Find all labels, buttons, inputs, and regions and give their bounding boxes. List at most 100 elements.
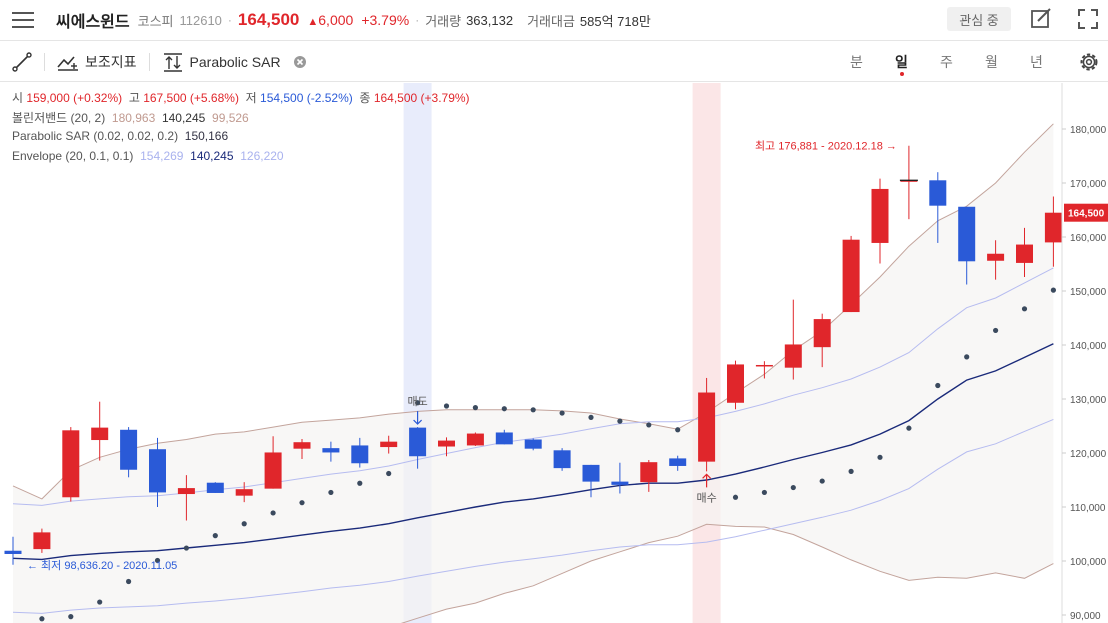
candle-body — [62, 430, 80, 498]
candle-body — [755, 364, 773, 367]
sar-point — [183, 545, 189, 551]
period-tab-week[interactable]: 주 — [940, 54, 953, 70]
bollinger-lower: 99,526 — [212, 111, 249, 125]
high-label: 고 — [128, 91, 140, 105]
candle[interactable] — [784, 299, 802, 380]
candle[interactable] — [1016, 227, 1033, 277]
candle[interactable] — [987, 240, 1005, 280]
candle[interactable] — [466, 432, 484, 446]
sar-point — [415, 400, 421, 406]
close-label: 종 — [359, 91, 371, 105]
ohlc-legend: 시 159,000 (+0.32%) 고 167,500 (+5.68%) 저 … — [12, 89, 470, 106]
candle-body — [149, 449, 166, 493]
candle-body — [235, 489, 253, 496]
candle[interactable] — [206, 482, 224, 493]
open-value: 159,000 (+0.32%) — [26, 91, 123, 105]
y-tick-label: 180,000 — [1070, 125, 1107, 136]
up-triangle-icon: ▲ — [307, 16, 319, 28]
candle[interactable] — [755, 361, 773, 379]
edit-icon[interactable] — [1030, 8, 1052, 30]
candle[interactable] — [669, 455, 687, 471]
candle[interactable] — [727, 360, 744, 410]
period-tab-year[interactable]: 년 — [1030, 54, 1043, 70]
candle-body — [409, 427, 427, 457]
sar-point — [993, 327, 999, 334]
candle[interactable] — [958, 206, 976, 285]
bollinger-name: 볼린저밴드 (20, 2) — [12, 111, 106, 125]
candle[interactable] — [380, 435, 398, 454]
settings-icon[interactable] — [1078, 51, 1100, 73]
chart-toolbar: 보조지표 Parabolic SAR — [0, 42, 1108, 82]
sar-label: Parabolic SAR — [189, 53, 281, 70]
envelope-lower: 126,220 — [240, 149, 284, 163]
candle[interactable] — [495, 429, 513, 445]
candle[interactable] — [900, 145, 918, 220]
candle[interactable] — [698, 377, 716, 472]
candle[interactable] — [235, 482, 253, 503]
candle-body — [264, 452, 282, 489]
period-tab-month[interactable]: 월 — [985, 54, 998, 70]
candle-body — [466, 433, 484, 446]
indicator-label: 보조지표 — [85, 53, 137, 70]
draw-line-icon[interactable] — [12, 51, 32, 72]
candle-body — [1044, 212, 1062, 243]
candle[interactable] — [409, 427, 427, 469]
candle[interactable] — [4, 536, 22, 565]
candle-body — [293, 442, 311, 449]
candle[interactable] — [264, 436, 282, 489]
separator-dot: · — [415, 13, 420, 27]
sar-point — [472, 405, 478, 411]
candle[interactable] — [871, 178, 889, 264]
candle-body — [322, 448, 340, 453]
period-tab-day[interactable]: 일 — [895, 54, 908, 70]
candle[interactable] — [1044, 196, 1062, 267]
candle[interactable] — [62, 427, 80, 502]
candle[interactable] — [553, 448, 571, 471]
remove-icon[interactable] — [293, 55, 307, 69]
period-tab-minute[interactable]: 분 — [850, 54, 863, 70]
candle[interactable] — [842, 235, 860, 313]
candle-body — [177, 488, 195, 495]
toolbar-divider — [148, 52, 150, 71]
candle[interactable] — [640, 460, 658, 492]
candle-body — [553, 450, 571, 469]
sar-legend: Parabolic SAR (0.02, 0.02, 0.2) 150,166 — [12, 129, 228, 143]
candle-body — [784, 344, 802, 368]
candle[interactable] — [813, 313, 831, 368]
buy-arrow-icon — [702, 473, 712, 488]
candle-body — [871, 188, 889, 243]
sar-point — [588, 414, 594, 420]
sar-point — [675, 427, 681, 433]
indicator-button[interactable]: 보조지표 — [57, 52, 137, 72]
candle[interactable] — [351, 437, 369, 468]
envelope-middle: 140,245 — [190, 149, 234, 163]
candle[interactable] — [322, 441, 340, 462]
sar-point — [386, 470, 392, 477]
fullscreen-icon[interactable] — [1077, 8, 1099, 30]
candle[interactable] — [149, 437, 166, 507]
y-tick-label: 90,000 — [1070, 611, 1101, 622]
sar-point — [935, 382, 941, 389]
candle[interactable] — [293, 438, 311, 459]
menu-icon[interactable] — [12, 12, 34, 28]
candle[interactable] — [524, 438, 542, 451]
sar-point — [328, 489, 334, 496]
candle[interactable] — [438, 437, 455, 457]
sar-point — [270, 510, 276, 516]
candle[interactable] — [929, 172, 947, 243]
sar-point — [1050, 287, 1056, 293]
candle[interactable] — [582, 464, 600, 498]
candle-body — [91, 427, 109, 441]
candle[interactable] — [120, 427, 138, 478]
candle[interactable] — [611, 462, 629, 494]
candlestick-chart[interactable]: 180,000 170,000 160,000 150,000 140,000 130,0… — [0, 83, 1108, 623]
candle-body — [495, 432, 513, 445]
candle[interactable] — [91, 401, 109, 461]
watchlist-button[interactable]: 관심 중 — [947, 7, 1011, 31]
candle[interactable] — [177, 475, 195, 521]
candle[interactable] — [33, 528, 51, 553]
y-tick-label: 110,000 — [1070, 503, 1106, 514]
top-bar: 씨에스윈드 코스피 112610 · 164,500 ▲6,000 +3.79%… — [0, 0, 1108, 41]
sell-label: 매도 — [407, 395, 427, 408]
sar-indicator-chip[interactable]: Parabolic SAR — [162, 52, 307, 72]
